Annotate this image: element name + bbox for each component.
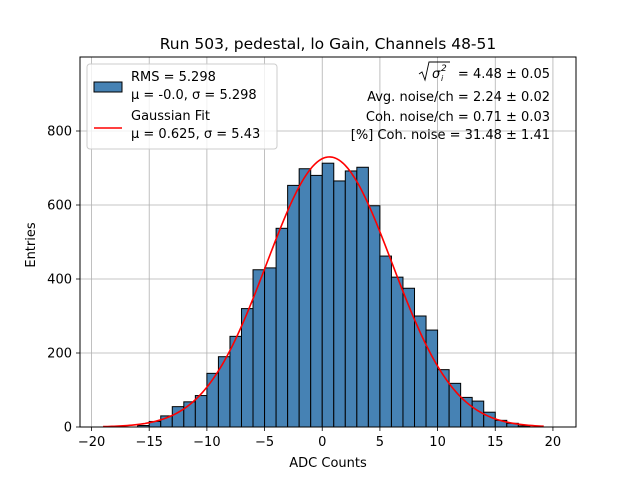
histogram-bar: [298, 168, 312, 428]
y-tick-label: 200: [47, 347, 72, 362]
x-tick-label: −20: [78, 435, 105, 450]
y-tick-label: 400: [47, 273, 72, 288]
histogram-bars: [137, 162, 531, 428]
y-axis-label: Entries: [24, 222, 39, 268]
gaussian-fit-curve: [103, 156, 544, 428]
x-tick-label: 5: [376, 435, 384, 450]
legend-item-fit-line2: μ = 0.625, σ = 5.43: [131, 127, 260, 142]
annotation-coh-noise-percent: [%] Coh. noise = 31.48 ± 1.41: [351, 128, 550, 143]
x-tick-label: 0: [318, 435, 326, 450]
x-tick-label: −10: [193, 435, 220, 450]
x-tick-label: 20: [545, 435, 562, 450]
legend-patch-icon: [93, 81, 123, 93]
histogram-bar: [379, 255, 392, 428]
x-tick-label: 15: [487, 435, 504, 450]
histogram-bar: [425, 329, 439, 428]
x-axis-label: ADC Counts: [289, 456, 367, 471]
svg-text:σ: σ: [432, 67, 441, 82]
annotation-avg-noise: Avg. noise/ch = 2.24 ± 0.02: [367, 90, 550, 105]
plot-frame: [79, 56, 577, 428]
x-tick-label: −15: [135, 435, 162, 450]
x-tick-label: 10: [429, 435, 446, 450]
chart-title: Run 503, pedestal, lo Gain, Channels 48-…: [160, 35, 497, 53]
noise-annotations: σ 2 i = 4.48 ± 0.05 Avg. noise/ch = 2.24…: [351, 61, 550, 143]
x-tick-label: −5: [255, 435, 274, 450]
y-tick-label: 800: [47, 125, 72, 140]
legend-item-rms-line1: RMS = 5.298: [131, 70, 216, 85]
legend: RMS = 5.298 μ = -0.0, σ = 5.298 Gaussian…: [86, 63, 278, 150]
histogram-bar: [333, 180, 346, 428]
histogram-bar: [321, 162, 335, 428]
svg-text:2: 2: [441, 64, 447, 74]
legend-item-fit-line1: Gaussian Fit: [131, 109, 210, 124]
histogram-bar: [344, 170, 358, 428]
histogram-bar: [206, 372, 219, 428]
histogram-bar: [471, 400, 485, 428]
histogram-bar: [356, 166, 369, 428]
histogram-bar: [287, 184, 300, 428]
svg-text:i: i: [441, 74, 444, 83]
legend-item-rms-line2: μ = -0.0, σ = 5.298: [131, 88, 257, 103]
annotation-coh-noise: Coh. noise/ch = 0.71 ± 0.03: [366, 110, 550, 125]
histogram-bar: [194, 395, 208, 428]
histogram-bar: [275, 227, 289, 428]
histogram-bar: [240, 308, 254, 428]
y-tick-label: 0: [64, 421, 72, 436]
histogram-bar: [402, 287, 416, 428]
sqrt-sigma-symbol: σ 2 i: [418, 61, 450, 83]
histogram-bar: [367, 205, 381, 428]
histogram-bar: [264, 267, 277, 428]
histogram-bar: [437, 369, 450, 428]
histogram-bar: [229, 335, 242, 428]
legend-box: [86, 63, 278, 150]
annotation-sqrt-sigma: = 4.48 ± 0.05: [458, 67, 550, 82]
gaussian-fit: [103, 156, 544, 428]
histogram-bar: [390, 276, 404, 428]
histogram-bar: [310, 174, 323, 428]
y-tick-label: 600: [47, 199, 72, 214]
